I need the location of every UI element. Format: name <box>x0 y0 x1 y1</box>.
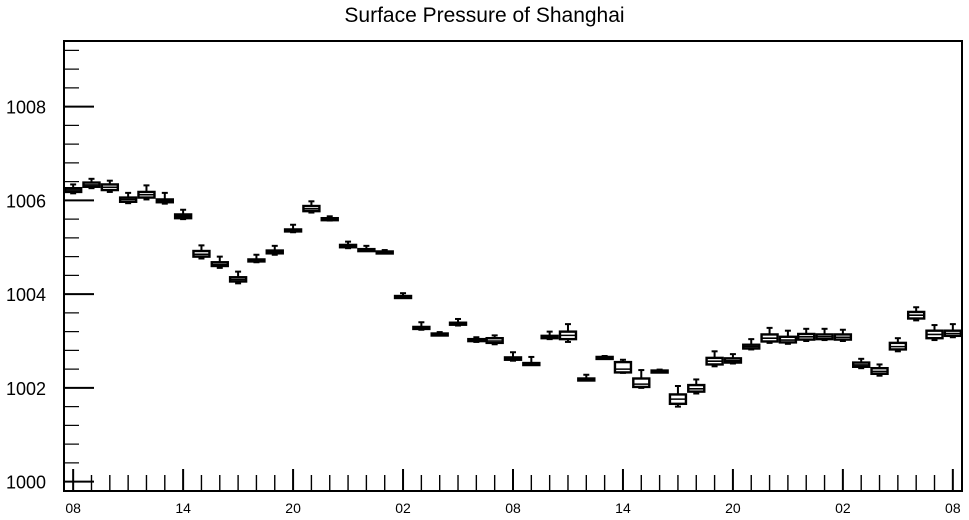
box-item <box>925 324 944 342</box>
box-item <box>613 358 633 374</box>
chart-title: Surface Pressure of Shanghai <box>344 4 625 27</box>
x-tick-label: 20 <box>285 500 301 516</box>
box-item <box>192 244 211 260</box>
box-item <box>503 351 523 362</box>
box-item <box>833 328 853 342</box>
y-tick-label: 1002 <box>6 379 46 399</box>
x-tick-label: 08 <box>505 500 521 516</box>
x-tick-label: 08 <box>945 500 961 516</box>
box-item <box>852 357 871 370</box>
y-tick-label: 1006 <box>6 191 46 211</box>
y-axis-ticks: 1000 1002 1004 1006 1008 <box>6 49 94 493</box>
box-item <box>302 200 321 214</box>
box-item <box>210 255 229 269</box>
box-series <box>63 177 963 408</box>
box-item <box>228 270 248 285</box>
box-body <box>632 377 651 389</box>
x-tick-label: 02 <box>395 500 411 516</box>
box-item <box>247 253 266 264</box>
box-item <box>283 223 303 234</box>
x-tick-label: 14 <box>615 500 631 516</box>
x-axis-ticks: 08 14 20 02 08 14 20 02 08 <box>65 469 961 516</box>
box-item <box>82 177 101 190</box>
x-tick-label: 08 <box>65 500 81 516</box>
box-body <box>613 360 633 374</box>
plot-frame <box>63 40 963 492</box>
box-item <box>320 215 339 222</box>
box-item <box>467 336 486 343</box>
box-item <box>375 249 394 255</box>
box-item <box>760 326 779 344</box>
x-tick-label: 20 <box>725 500 741 516</box>
x-tick-label: 02 <box>835 500 851 516</box>
y-tick-label: 1004 <box>6 285 46 305</box>
box-item <box>448 317 468 327</box>
box-item <box>668 385 688 408</box>
x-tick-label: 14 <box>175 500 191 516</box>
y-tick-label: 1008 <box>6 98 46 118</box>
box-item <box>338 240 358 250</box>
box-item <box>778 329 798 345</box>
box-item <box>632 369 651 389</box>
box-item <box>137 184 156 201</box>
box-item <box>63 183 83 195</box>
box-item <box>173 208 193 221</box>
box-item <box>430 331 449 337</box>
box-item <box>577 373 596 382</box>
box-item <box>100 179 120 193</box>
box-item <box>650 368 669 374</box>
box-item <box>118 191 138 205</box>
box-item <box>412 321 431 331</box>
y-tick-label: 1000 <box>6 473 46 493</box>
box-item <box>155 191 174 205</box>
box-item <box>357 244 376 253</box>
box-item <box>815 327 834 342</box>
box-item <box>906 306 926 322</box>
box-item <box>797 327 816 342</box>
box-item <box>943 323 963 339</box>
box-item <box>522 355 541 367</box>
box-item <box>742 338 761 351</box>
box-item <box>540 330 559 341</box>
box-item <box>687 378 706 395</box>
box-item <box>705 350 724 368</box>
box-item <box>265 244 284 256</box>
box-item <box>558 323 578 343</box>
box-item <box>595 355 614 361</box>
box-item <box>888 337 908 353</box>
box-item <box>723 353 743 365</box>
box-item <box>393 292 413 300</box>
box-item <box>485 334 504 346</box>
box-item <box>870 363 889 377</box>
